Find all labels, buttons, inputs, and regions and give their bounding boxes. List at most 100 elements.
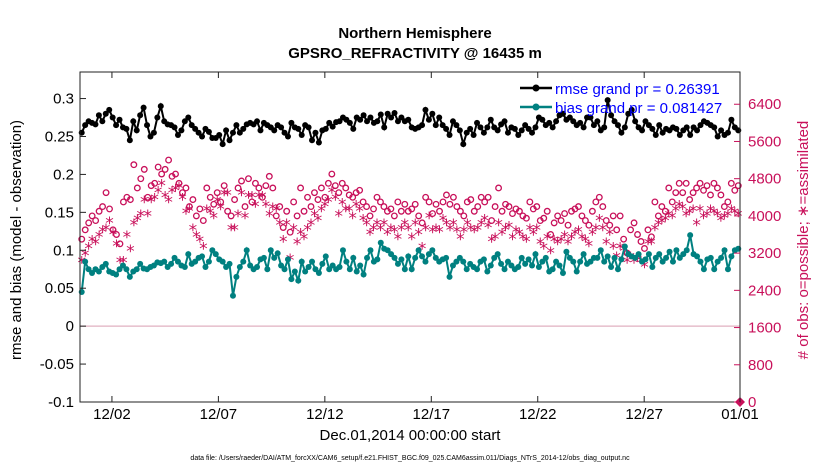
- rmse-point: [199, 133, 206, 140]
- rmse-point: [577, 119, 584, 126]
- possible-obs-point: [432, 200, 440, 208]
- rmse-point: [463, 129, 470, 136]
- bias-point: [229, 292, 236, 299]
- bias-point: [594, 254, 601, 261]
- assimilated-obs-point: *: [348, 209, 357, 229]
- possible-obs-point: [679, 189, 687, 197]
- bias-series: [78, 232, 742, 299]
- assimilated-obs-point: *: [696, 202, 705, 222]
- bias-point: [212, 251, 219, 258]
- bias-point: [350, 254, 357, 261]
- assimilated-obs-point: *: [140, 193, 149, 213]
- possible-obs-point: [317, 184, 325, 192]
- possible-obs-point: [731, 186, 739, 194]
- rmse-point: [229, 129, 236, 136]
- rmse-point: [223, 127, 230, 134]
- assimilated-obs-point: *: [678, 200, 687, 220]
- rmse-point: [546, 119, 553, 126]
- assimilated-obs-point: *: [116, 253, 125, 273]
- possible-obs-point: [672, 189, 680, 197]
- bias-point: [405, 253, 412, 260]
- possible-obs-point: [321, 193, 329, 201]
- assimilated-obs-point: *: [178, 191, 187, 211]
- assimilated-obs-point: *: [258, 188, 267, 208]
- assimilated-obs-point: *: [307, 216, 316, 236]
- left-axis-ticks: 0.3 0.25 0.2 0.15 0.1 0.05 0 -0.05 -0.1: [40, 91, 86, 411]
- rmse-point: [460, 141, 467, 148]
- rmse-point: [254, 118, 261, 125]
- possible-obs-point: [651, 198, 659, 206]
- possible-obs-point: [151, 179, 159, 187]
- rmse-point: [446, 131, 453, 138]
- rmse-point: [559, 110, 566, 117]
- rmse-point: [312, 129, 319, 136]
- assimilated-obs-point: *: [578, 230, 587, 250]
- possible-obs-point: [338, 179, 346, 187]
- bias-point: [305, 263, 312, 270]
- assimilated-obs-point: *: [251, 198, 260, 218]
- rmse-point: [315, 139, 322, 146]
- assimilated-obs-point: *: [717, 212, 726, 232]
- possible-obs-point: [634, 231, 641, 238]
- bias-point: [659, 258, 666, 265]
- assimilated-obs-point: *: [109, 226, 118, 246]
- bias-point: [532, 251, 539, 258]
- possible-obs-point: [133, 184, 141, 192]
- assimilated-obs-point: *: [654, 216, 663, 236]
- assimilated-obs-point: *: [432, 221, 441, 241]
- bias-point: [367, 247, 374, 254]
- possible-obs-point: [682, 179, 690, 187]
- possible-obs-point: [387, 205, 395, 213]
- rmse-point: [305, 124, 312, 131]
- possible-obs-point: [675, 179, 683, 187]
- data-file-footnote: data file: /Users/raeder/DAI/ATM_forcXX/…: [190, 455, 630, 462]
- rmse-point: [494, 127, 501, 134]
- right-axis-ticks: 6400 5600 4800 4000 3200 2400 1600 800 0: [734, 96, 781, 411]
- rmse-point: [525, 125, 532, 132]
- possible-obs-point: [606, 221, 614, 229]
- bias-point: [580, 251, 587, 258]
- y2-tick-label: 1600: [748, 320, 781, 337]
- possible-obs-point: [238, 177, 245, 185]
- bias-point: [326, 266, 333, 273]
- bias-point: [518, 254, 525, 261]
- bias-point: [422, 258, 429, 265]
- possible-obs-point: [592, 198, 600, 206]
- bias-point: [553, 258, 560, 265]
- bias-point: [724, 266, 731, 273]
- bias-point: [711, 266, 718, 273]
- possible-obs-point: [95, 207, 103, 215]
- assimilated-obs-point: *: [484, 219, 493, 239]
- assimilated-obs-point: *: [647, 235, 656, 255]
- assimilated-obs-point: *: [199, 239, 208, 259]
- bias-point: [611, 254, 618, 261]
- possible-obs-point: [255, 184, 263, 192]
- bias-point: [295, 277, 302, 284]
- possible-obs-point: [616, 212, 624, 220]
- possible-obs-point: [210, 200, 218, 208]
- x-tick-label: 12/17: [413, 406, 451, 423]
- rmse-point: [580, 124, 587, 131]
- bias-point: [339, 247, 346, 254]
- rmse-point: [278, 124, 285, 131]
- bias-point: [278, 262, 285, 269]
- bias-point: [529, 262, 536, 269]
- possible-obs-point: [658, 203, 666, 211]
- rmse-point: [659, 129, 666, 136]
- assimilated-obs-point: *: [383, 226, 392, 246]
- assimilated-obs-point: *: [255, 188, 264, 208]
- assimilated-obs-point: *: [369, 221, 378, 241]
- rmse-point: [195, 129, 202, 136]
- rmse-point: [374, 118, 381, 125]
- possible-obs-point: [713, 184, 721, 192]
- assimilated-obs-point: *: [609, 239, 618, 259]
- rmse-point: [236, 129, 243, 136]
- assimilated-obs-point: *: [272, 202, 281, 222]
- possible-obs-point: [231, 196, 239, 204]
- possible-obs-point: [564, 221, 572, 229]
- bias-point: [171, 254, 178, 261]
- possible-obs-point: [620, 235, 628, 243]
- assimilated-obs-point: *: [303, 221, 312, 241]
- rmse-point: [711, 124, 718, 131]
- y2-tick-label: 5600: [748, 133, 781, 150]
